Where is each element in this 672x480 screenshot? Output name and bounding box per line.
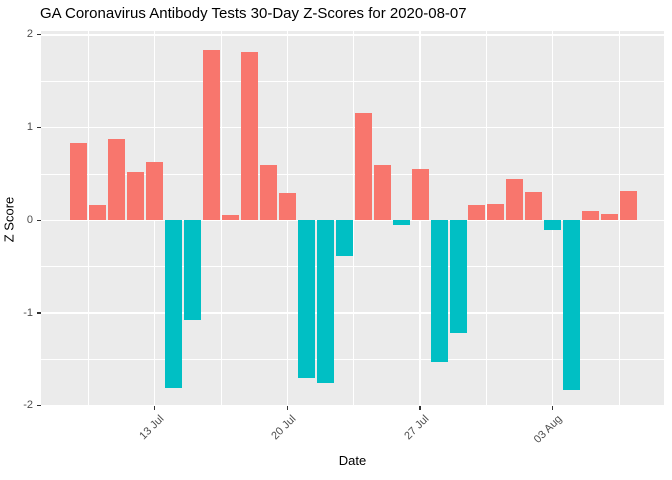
x-axis-tick-label: 13 Jul (136, 413, 167, 443)
bar (525, 192, 543, 221)
y-axis-tick-mark (37, 219, 41, 221)
bar (297, 220, 315, 378)
bar (487, 203, 505, 221)
bar (506, 178, 524, 221)
bar (127, 172, 145, 221)
bar (468, 205, 486, 221)
chart-title: GA Coronavirus Antibody Tests 30-Day Z-S… (40, 5, 467, 22)
bar (240, 51, 258, 221)
x-axis-tick-mark (286, 406, 288, 410)
bar (354, 112, 372, 221)
x-axis-tick-mark (419, 406, 421, 410)
bar (430, 220, 448, 363)
bar (165, 220, 183, 389)
bar (316, 220, 334, 383)
v-gridline-minor (87, 31, 89, 406)
bar (278, 193, 296, 221)
y-axis-tick-label: -1 (23, 306, 33, 319)
v-gridline-minor (618, 31, 620, 406)
y-axis-tick-label: 0 (26, 213, 33, 226)
h-gridline-major (41, 219, 664, 221)
bar (70, 143, 88, 221)
bar (146, 161, 164, 221)
bar (108, 138, 126, 221)
bar (582, 211, 600, 221)
x-axis-title: Date (338, 453, 367, 468)
bar (392, 220, 410, 225)
plot-panel (41, 31, 664, 407)
y-axis-tick-mark (37, 34, 41, 36)
v-gridline-minor (353, 31, 355, 406)
h-gridline-major (41, 126, 664, 129)
x-axis-tick-mark (552, 406, 554, 410)
bar (411, 169, 429, 221)
bar (449, 220, 467, 334)
bar (203, 49, 221, 221)
y-axis-tick-label: 1 (26, 121, 33, 134)
bar (221, 214, 239, 221)
bar (259, 164, 277, 221)
v-gridline-minor (220, 31, 222, 406)
v-gridline-minor (486, 31, 487, 406)
bar (563, 220, 581, 390)
v-gridline-major (552, 31, 554, 406)
bar (620, 190, 638, 221)
x-axis-tick-mark (154, 406, 156, 410)
y-axis-tick-mark (37, 312, 41, 314)
x-axis-tick-label: 20 Jul (269, 413, 299, 443)
y-axis-tick-mark (37, 127, 41, 129)
x-axis-tick-label: 27 Jul (402, 413, 432, 443)
h-gridline-minor (41, 173, 664, 175)
h-gridline-minor (41, 359, 664, 360)
bar (89, 205, 107, 221)
bar (373, 164, 391, 221)
x-axis-tick-label: 03 Aug (531, 413, 565, 446)
y-axis-tick-label: -2 (23, 399, 33, 412)
h-gridline-major (41, 34, 664, 36)
h-gridline-major (41, 405, 664, 407)
h-gridline-minor (41, 80, 664, 82)
bar (601, 213, 619, 221)
h-gridline-minor (41, 266, 664, 267)
bar (335, 220, 353, 257)
y-axis-tick-label: 2 (26, 28, 33, 41)
h-gridline-major (41, 312, 664, 314)
y-axis-tick-mark (37, 405, 41, 407)
bar (184, 220, 202, 321)
bar (544, 220, 562, 230)
